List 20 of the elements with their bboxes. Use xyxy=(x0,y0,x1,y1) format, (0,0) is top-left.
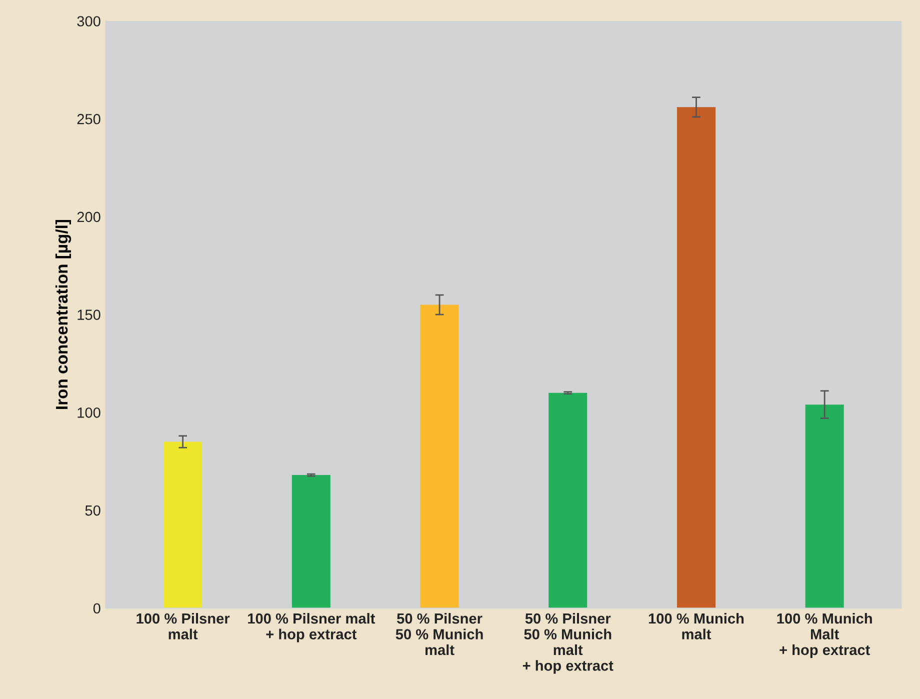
y-tick-label: 300 xyxy=(77,16,100,26)
x-tick-label: 50 % Pilsner 50 % Munich malt + hop extract xyxy=(522,612,614,674)
x-tick-label: 100 % Pilsner malt xyxy=(136,612,230,640)
x-tick-label: 50 % Pilsner 50 % Munich malt xyxy=(396,612,483,656)
bar xyxy=(292,475,330,608)
bar xyxy=(676,107,716,608)
y-tick-label: 200 xyxy=(77,212,100,222)
y-tick-label: 250 xyxy=(77,114,100,124)
y-tick-label: 50 xyxy=(85,505,100,516)
x-tick-label: 100 % Munich malt xyxy=(648,612,744,640)
y-axis-title: Iron concentration [µg/l] xyxy=(55,220,72,409)
y-tick-label: 100 xyxy=(78,408,100,418)
bar xyxy=(420,304,459,608)
bar xyxy=(548,392,588,608)
bar xyxy=(164,442,202,608)
y-tick-label: 0 xyxy=(93,603,100,614)
x-tick-label: 100 % Munich Malt + hop extract xyxy=(777,612,872,658)
bar xyxy=(805,404,844,608)
y-tick-label: 150 xyxy=(78,310,100,320)
x-tick-label: 100 % Pilsner malt + hop extract xyxy=(248,612,376,642)
